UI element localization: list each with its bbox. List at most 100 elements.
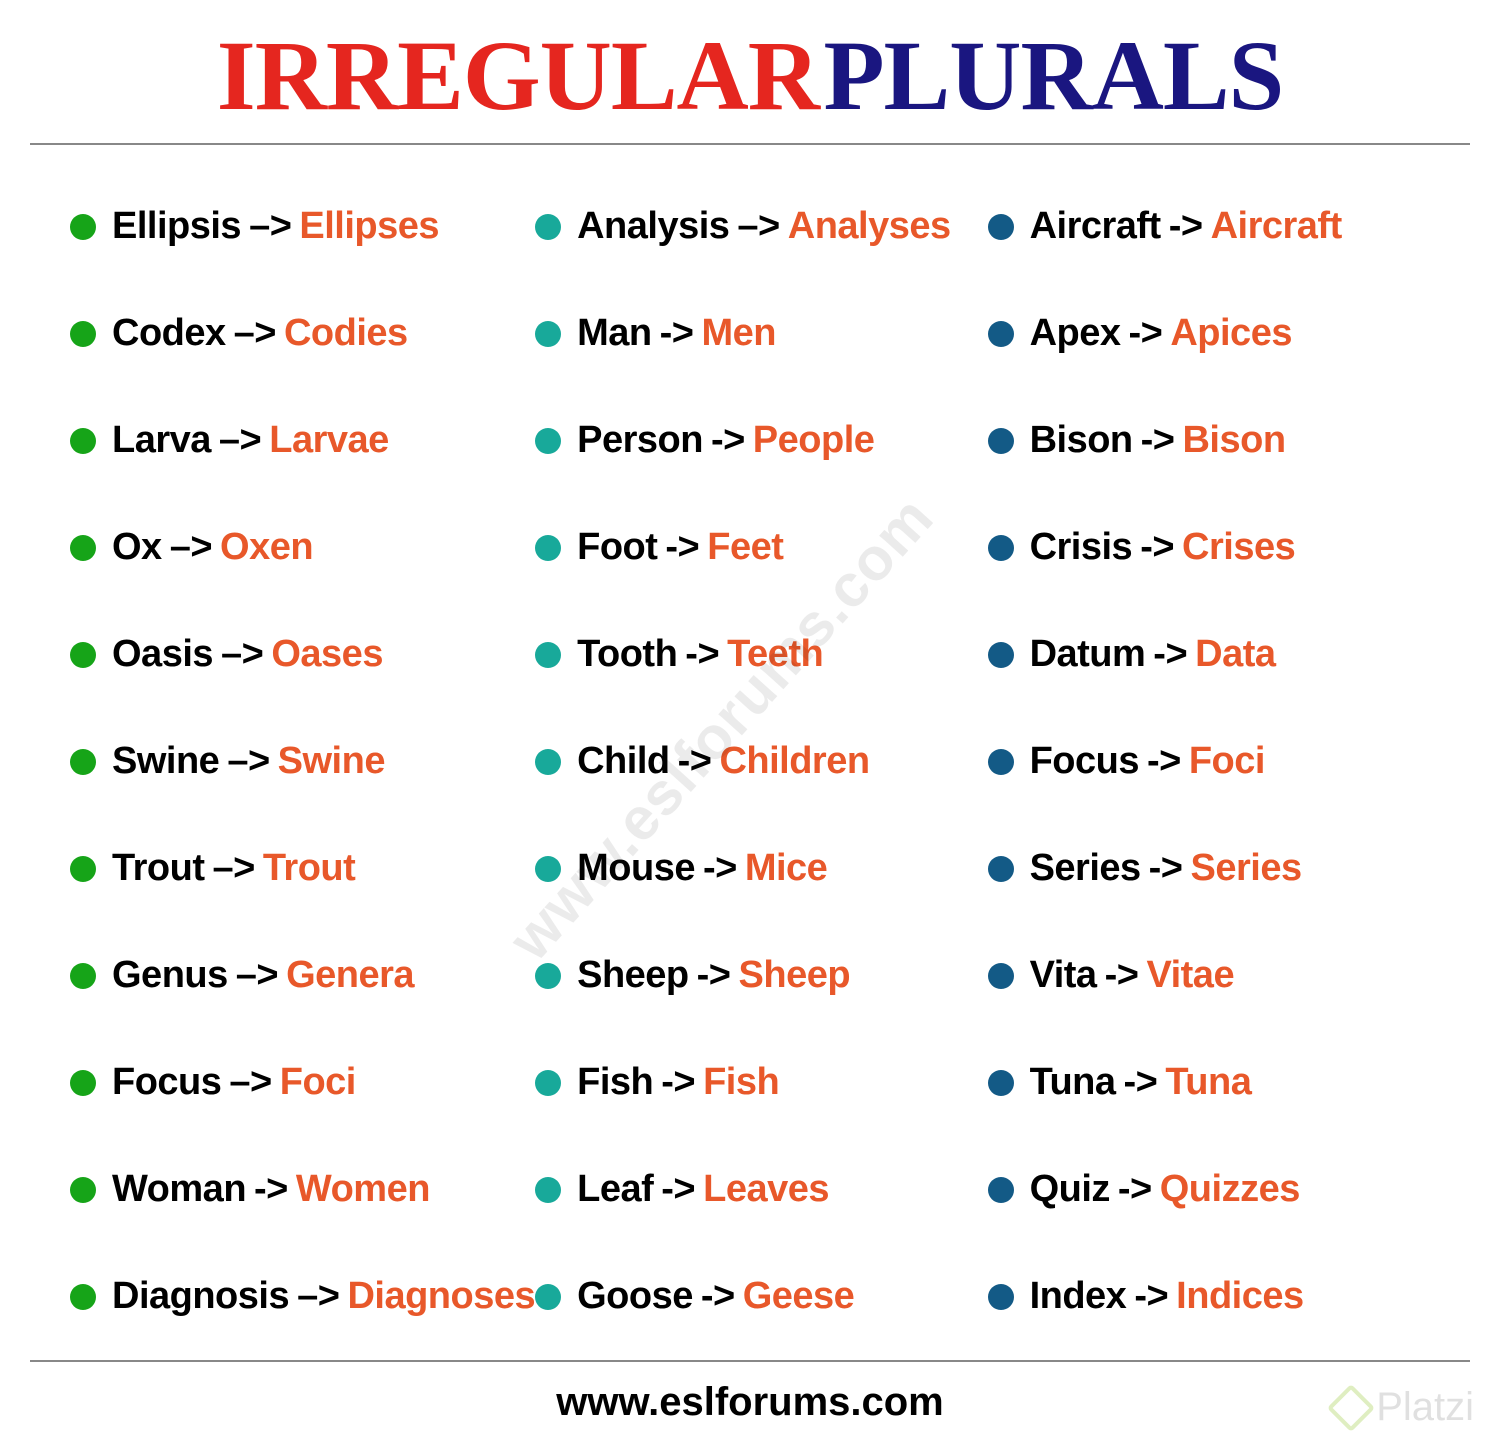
arrow-icon: -> xyxy=(701,1275,735,1318)
plural-word: Aircraft xyxy=(1211,205,1342,248)
plural-row: Vita->Vitae xyxy=(988,922,1440,1029)
bullet-icon xyxy=(535,428,561,454)
plural-word: Data xyxy=(1195,633,1275,676)
plural-row: Fish->Fish xyxy=(535,1029,987,1136)
arrow-icon: -> xyxy=(661,1168,695,1211)
singular-word: Vita xyxy=(1030,954,1097,997)
singular-word: Ox xyxy=(112,526,162,569)
bullet-icon xyxy=(535,749,561,775)
bullet-icon xyxy=(988,963,1014,989)
plural-word: People xyxy=(753,419,875,462)
plural-row: Goose->Geese xyxy=(535,1243,987,1350)
plural-word: Genera xyxy=(286,954,414,997)
plural-row: Swine–>Swine xyxy=(70,708,535,815)
singular-word: Child xyxy=(577,740,669,783)
singular-word: Man xyxy=(577,312,652,355)
singular-word: Genus xyxy=(112,954,228,997)
plural-row: Tuna->Tuna xyxy=(988,1029,1440,1136)
singular-word: Bison xyxy=(1030,419,1133,462)
plural-word: Sheep xyxy=(739,954,851,997)
plural-row: Man->Men xyxy=(535,280,987,387)
column-3: Aircraft->AircraftApex->ApicesBison->Bis… xyxy=(988,173,1440,1350)
bullet-icon xyxy=(988,856,1014,882)
plural-word: Feet xyxy=(707,526,783,569)
plural-row: Person->People xyxy=(535,387,987,494)
plural-word: Quizzes xyxy=(1160,1168,1300,1211)
bullet-icon xyxy=(70,535,96,561)
singular-word: Series xyxy=(1030,847,1141,890)
plural-row: Trout–>Trout xyxy=(70,815,535,922)
bullet-icon xyxy=(70,642,96,668)
arrow-icon: -> xyxy=(697,954,731,997)
plural-word: Leaves xyxy=(703,1168,829,1211)
bullet-icon xyxy=(535,856,561,882)
arrow-icon: –> xyxy=(229,1061,271,1104)
bullet-icon xyxy=(535,1070,561,1096)
singular-word: Focus xyxy=(112,1061,221,1104)
page-title: IRREGULAR PLURALS xyxy=(30,0,1470,145)
bullet-icon xyxy=(70,428,96,454)
singular-word: Apex xyxy=(1030,312,1121,355)
column-1: Ellipsis–>EllipsesCodex–>CodiesLarva–>La… xyxy=(70,173,535,1350)
plural-word: Mice xyxy=(745,847,827,890)
plural-columns: www.eslforums.com Ellipsis–>EllipsesCode… xyxy=(30,145,1470,1362)
singular-word: Index xyxy=(1030,1275,1127,1318)
singular-word: Tooth xyxy=(577,633,677,676)
bullet-icon xyxy=(988,214,1014,240)
plural-word: Foci xyxy=(1189,740,1265,783)
platzi-badge: Platzi xyxy=(1334,1385,1474,1430)
arrow-icon: -> xyxy=(254,1168,288,1211)
arrow-icon: -> xyxy=(1128,312,1162,355)
plural-row: Woman->Women xyxy=(70,1136,535,1243)
bullet-icon xyxy=(988,535,1014,561)
singular-word: Oasis xyxy=(112,633,213,676)
bullet-icon xyxy=(70,1177,96,1203)
plural-word: Oxen xyxy=(220,526,313,569)
plural-word: Geese xyxy=(743,1275,855,1318)
plural-word: Men xyxy=(701,312,776,355)
plural-word: Larvae xyxy=(269,419,389,462)
platzi-icon xyxy=(1327,1383,1375,1431)
arrow-icon: –> xyxy=(234,312,276,355)
arrow-icon: -> xyxy=(1105,954,1139,997)
bullet-icon xyxy=(535,321,561,347)
arrow-icon: –> xyxy=(221,633,263,676)
plural-row: Aircraft->Aircraft xyxy=(988,173,1440,280)
bullet-icon xyxy=(70,1070,96,1096)
bullet-icon xyxy=(70,214,96,240)
plural-row: Series->Series xyxy=(988,815,1440,922)
singular-word: Focus xyxy=(1030,740,1139,783)
bullet-icon xyxy=(70,963,96,989)
plural-word: Fish xyxy=(703,1061,779,1104)
arrow-icon: –> xyxy=(249,205,291,248)
plural-row: Apex->Apices xyxy=(988,280,1440,387)
singular-word: Larva xyxy=(112,419,211,462)
plural-word: Teeth xyxy=(727,633,823,676)
arrow-icon: -> xyxy=(1147,740,1181,783)
bullet-icon xyxy=(988,1070,1014,1096)
singular-word: Person xyxy=(577,419,703,462)
bullet-icon xyxy=(535,1284,561,1310)
arrow-icon: -> xyxy=(1124,1061,1158,1104)
plural-word: Tuna xyxy=(1165,1061,1251,1104)
singular-word: Tuna xyxy=(1030,1061,1116,1104)
footer-url: www.eslforums.com xyxy=(0,1362,1500,1425)
plural-row: Index->Indices xyxy=(988,1243,1440,1350)
plural-row: Datum->Data xyxy=(988,601,1440,708)
arrow-icon: -> xyxy=(660,312,694,355)
plural-word: Children xyxy=(719,740,869,783)
plural-word: Codies xyxy=(284,312,408,355)
arrow-icon: –> xyxy=(297,1275,339,1318)
arrow-icon: -> xyxy=(685,633,719,676)
plural-row: Codex–>Codies xyxy=(70,280,535,387)
bullet-icon xyxy=(535,535,561,561)
bullet-icon xyxy=(535,214,561,240)
plural-word: Foci xyxy=(280,1061,356,1104)
bullet-icon xyxy=(988,749,1014,775)
arrow-icon: –> xyxy=(737,205,779,248)
arrow-icon: –> xyxy=(227,740,269,783)
arrow-icon: –> xyxy=(212,847,254,890)
plural-word: Diagnoses xyxy=(347,1275,535,1318)
plural-row: Focus->Foci xyxy=(988,708,1440,815)
arrow-icon: -> xyxy=(1169,205,1203,248)
